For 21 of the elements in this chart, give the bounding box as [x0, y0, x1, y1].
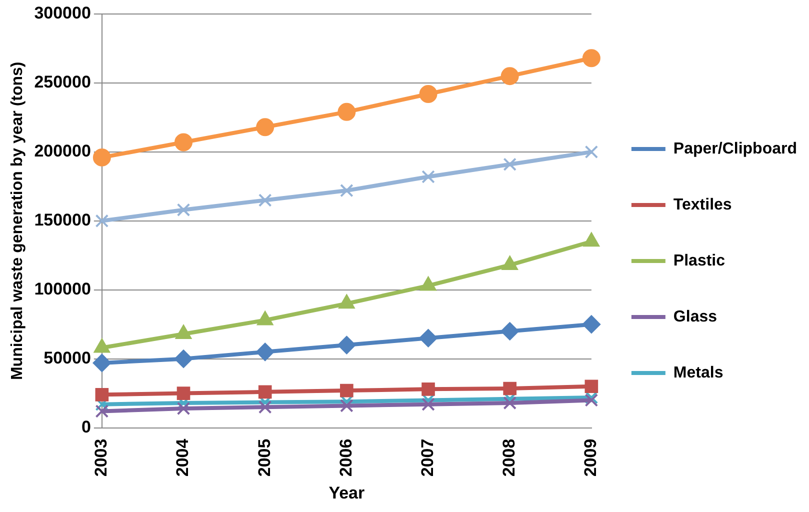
- x-tick-label: 2009: [581, 438, 600, 477]
- x-tick-label: 2008: [500, 438, 519, 477]
- legend-label: Paper/Clipboard: [673, 140, 797, 158]
- y-tick-label: 50000: [44, 348, 91, 368]
- y-axis-title: Municipal waste generation by year (tons): [9, 62, 26, 380]
- y-tick-label: 150000: [34, 210, 91, 230]
- y-tick-label: 300000: [34, 4, 91, 23]
- x-tick-label: 2004: [173, 438, 192, 477]
- x-axis-title: Year: [328, 483, 366, 502]
- x-tick-label: 2003: [92, 438, 111, 477]
- x-tick-label: 2007: [418, 438, 437, 477]
- legend-label: Plastic: [673, 252, 726, 270]
- x-tick-label: 2006: [336, 438, 356, 477]
- legend-label: Textiles: [673, 196, 732, 214]
- x-tick-label: 2005: [254, 438, 274, 477]
- y-tick-label: 200000: [34, 142, 91, 161]
- y-tick-label: 250000: [34, 72, 91, 92]
- y-tick-label: 100000: [34, 280, 91, 299]
- y-tick-label: 0: [81, 417, 91, 436]
- legend-label: Metals: [673, 364, 724, 382]
- legend-label: Glass: [673, 308, 718, 326]
